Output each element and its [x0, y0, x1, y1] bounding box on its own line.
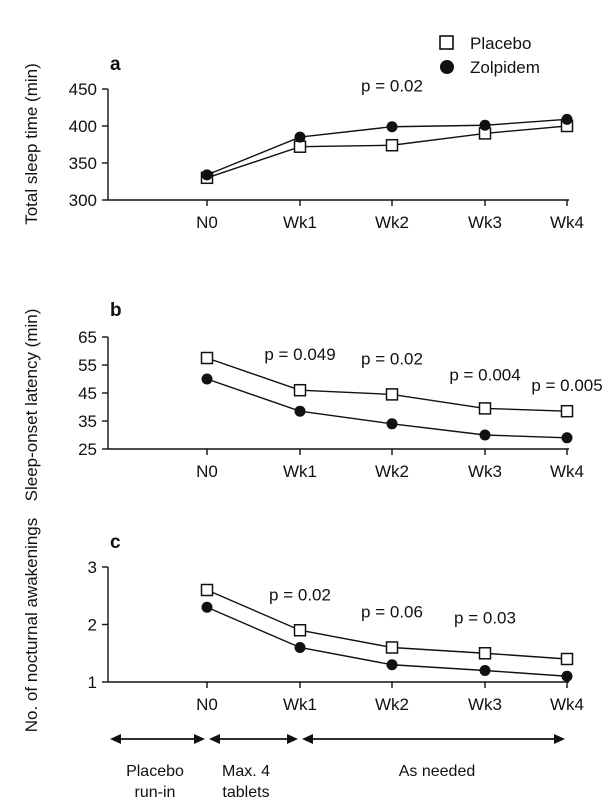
- p-value-annotation: p = 0.03: [454, 608, 516, 627]
- data-point-placebo: [293, 140, 307, 153]
- y-axis-title: Sleep-onset latency (min): [22, 309, 41, 502]
- phase-arrow-head-right: [194, 734, 205, 744]
- y-tick-label: 400: [69, 117, 97, 136]
- y-tick-label: 3: [88, 558, 97, 577]
- data-point-placebo: [478, 647, 492, 660]
- data-point-zolpidem: [386, 659, 398, 671]
- data-point-zolpidem: [201, 601, 213, 613]
- panel-letter-b: b: [110, 300, 122, 321]
- data-point-zolpidem: [479, 119, 491, 131]
- phase-arrow-head-left: [209, 734, 220, 744]
- data-point-zolpidem: [479, 665, 491, 676]
- data-point-placebo: [385, 138, 399, 152]
- data-point-zolpidem: [561, 670, 573, 682]
- y-tick-label: 45: [78, 384, 97, 403]
- data-point-zolpidem: [386, 121, 398, 133]
- phase-label: Max. 4: [222, 763, 270, 780]
- y-tick-label: 300: [69, 191, 97, 210]
- data-point-placebo: [293, 624, 307, 637]
- y-axis-title: Total sleep time (min): [22, 63, 41, 225]
- legend-zolpidem-marker: [440, 60, 454, 74]
- p-value-annotation: p = 0.02: [361, 349, 423, 368]
- data-point-placebo: [560, 404, 574, 418]
- p-value-annotation: p = 0.02: [361, 77, 423, 96]
- legend-zolpidem-label: Zolpidem: [470, 58, 540, 77]
- x-tick-label: Wk2: [375, 213, 409, 232]
- treatment-phase-timeline: Placebo run-in Max. 4 tablets As needed: [110, 734, 565, 801]
- phase-label: Placebo: [126, 763, 184, 780]
- data-point-zolpidem: [294, 131, 306, 143]
- data-point-zolpidem: [386, 418, 398, 430]
- x-tick-label: Wk1: [283, 213, 317, 232]
- legend-placebo-marker: [439, 35, 454, 50]
- data-point-zolpidem: [201, 169, 213, 181]
- legend: Placebo Zolpidem: [439, 34, 540, 77]
- p-value-annotation: p = 0.005: [531, 376, 602, 395]
- y-tick-label: 65: [78, 328, 97, 347]
- data-point-placebo: [478, 402, 492, 415]
- panel-b: b Sleep-onset latency (min) 25 35 45 55 65 N0 Wk…: [22, 300, 603, 501]
- x-tick-label: N0: [196, 695, 218, 714]
- data-point-placebo: [385, 388, 399, 401]
- x-tick-label: Wk2: [375, 695, 409, 714]
- x-tick-label: Wk1: [283, 695, 317, 714]
- x-tick-label: Wk3: [468, 213, 502, 232]
- panel-letter-c: c: [110, 532, 121, 553]
- y-tick-label: 350: [69, 154, 97, 173]
- x-tick-label: Wk4: [550, 462, 584, 481]
- phase-label: tablets: [222, 784, 269, 801]
- y-tick-label: 25: [78, 440, 97, 459]
- data-point-placebo: [385, 641, 399, 654]
- y-tick-label: 35: [78, 412, 97, 431]
- phase-label: As needed: [399, 763, 476, 780]
- x-tick-label: Wk2: [375, 462, 409, 481]
- x-tick-label: N0: [196, 213, 218, 232]
- y-tick-label: 55: [78, 356, 97, 375]
- y-tick-label: 1: [88, 673, 97, 692]
- p-value-annotation: p = 0.06: [361, 603, 423, 622]
- data-point-zolpidem: [561, 432, 573, 444]
- data-point-zolpidem: [294, 642, 306, 653]
- panel-letter-a: a: [110, 54, 121, 75]
- phase-arrow-head-left: [302, 734, 313, 744]
- data-point-zolpidem: [479, 429, 491, 441]
- y-axis-title: No. of nocturnal awakenings: [22, 518, 41, 733]
- x-tick-label: Wk4: [550, 213, 584, 232]
- series-line-placebo: [206, 125, 568, 179]
- p-value-annotation: p = 0.049: [264, 345, 335, 364]
- panel-c: c No. of nocturnal awakenings 1 2 3 N0 Wk1 Wk2 W…: [22, 518, 584, 733]
- phase-arrow-head-right: [554, 734, 565, 744]
- x-tick-label: Wk3: [468, 462, 502, 481]
- p-value-annotation: p = 0.004: [449, 365, 520, 384]
- x-tick-label: N0: [196, 462, 218, 481]
- phase-label: run-in: [135, 784, 176, 801]
- y-tick-label: 2: [88, 616, 97, 635]
- data-point-zolpidem: [561, 113, 573, 125]
- data-point-placebo: [293, 383, 307, 397]
- x-tick-label: Wk3: [468, 695, 502, 714]
- legend-placebo-label: Placebo: [470, 34, 531, 53]
- data-point-placebo: [200, 583, 214, 597]
- x-tick-label: Wk4: [550, 695, 584, 714]
- data-point-zolpidem: [294, 405, 306, 417]
- panel-a: a Total sleep time (min) 300 350 400 450 N0 Wk1…: [22, 54, 584, 232]
- phase-arrow-head-right: [287, 734, 298, 744]
- x-tick-label: Wk1: [283, 462, 317, 481]
- p-value-annotation: p = 0.02: [269, 585, 331, 604]
- y-tick-label: 450: [69, 80, 97, 99]
- data-point-placebo: [560, 652, 574, 666]
- series-line-zolpidem: [206, 378, 568, 439]
- phase-arrow-head-left: [110, 734, 121, 744]
- data-point-zolpidem: [201, 373, 213, 385]
- data-point-placebo: [200, 351, 214, 365]
